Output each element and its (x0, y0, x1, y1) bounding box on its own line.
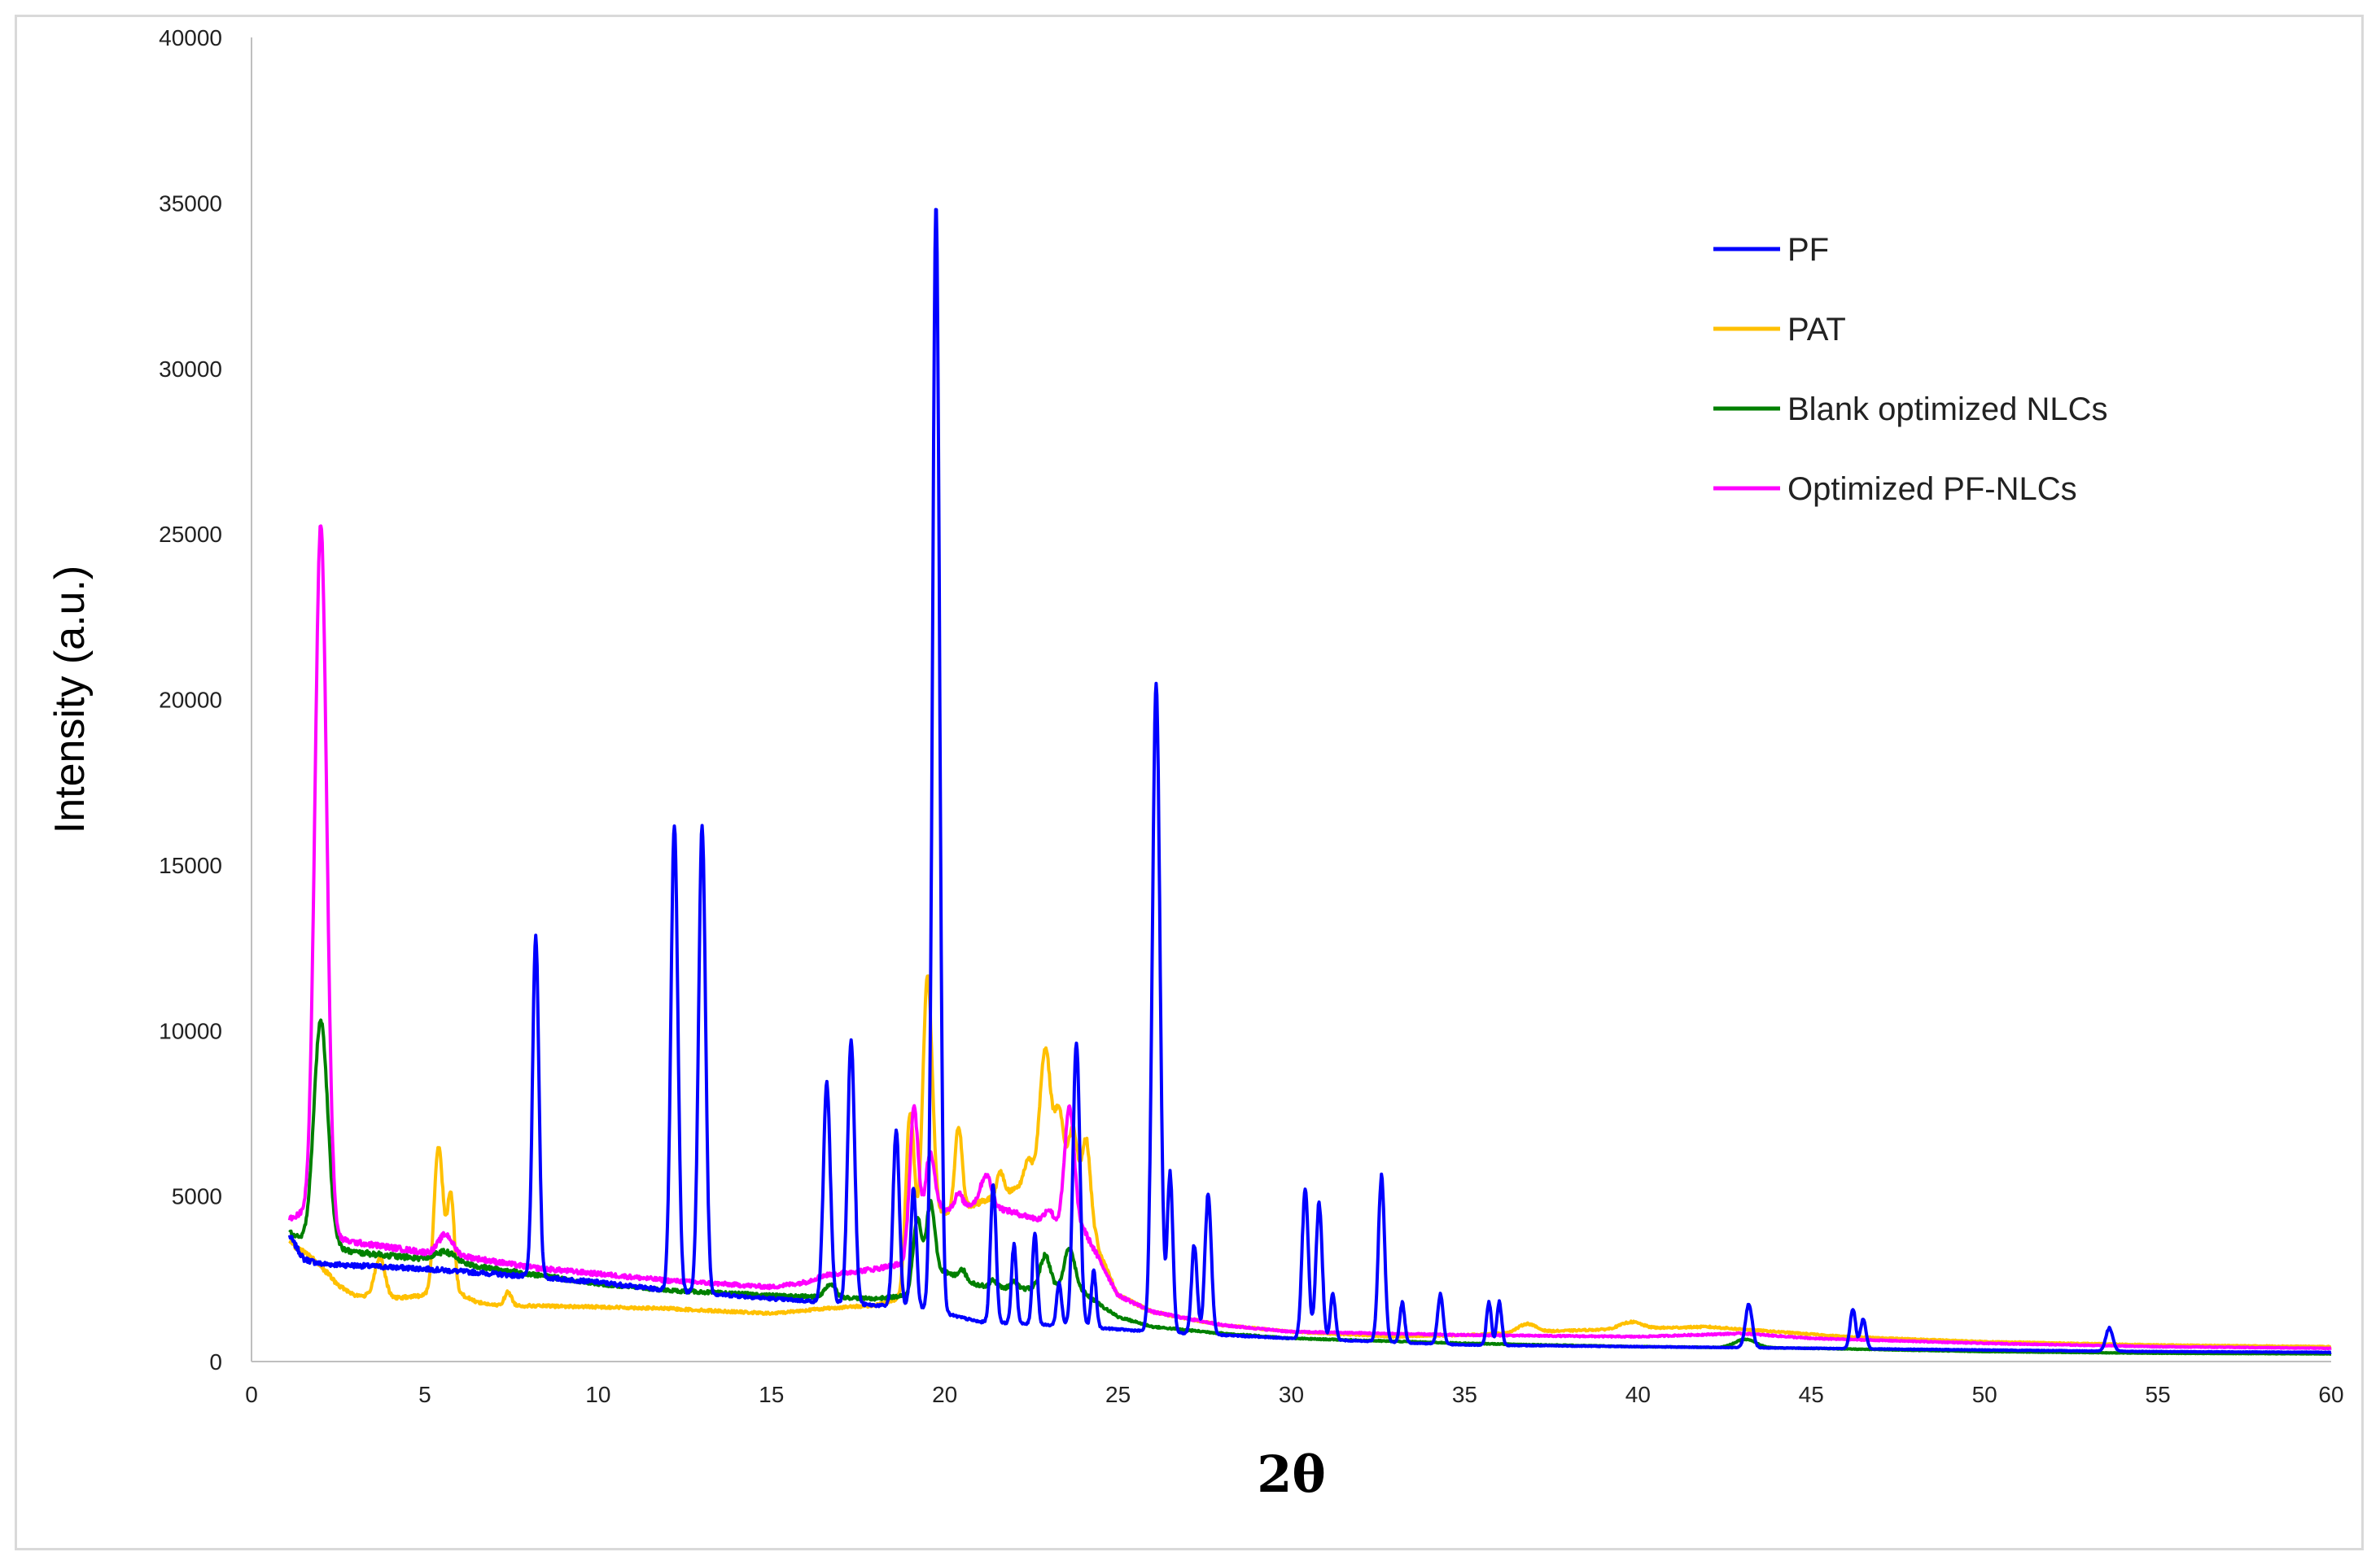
y-axis-title: Intensity (a.u.) (46, 566, 94, 833)
y-tick-label: 25000 (159, 522, 222, 547)
legend-label: PF (1787, 232, 1829, 268)
x-tick-label: 5 (418, 1382, 431, 1407)
y-tick-label: 5000 (172, 1184, 222, 1209)
series-line-optimized-pf-nlcs (287, 524, 2333, 1351)
y-tick-label: 15000 (159, 853, 222, 878)
x-axis-ticks: 0 5 10 15 20 25 30 35 40 45 50 55 60 (245, 1382, 2343, 1407)
x-tick-label: 20 (932, 1382, 957, 1407)
x-tick-label: 0 (245, 1382, 258, 1407)
series-line-pf (287, 208, 2333, 1354)
legend-label: Blank optimized NLCs (1787, 391, 2108, 427)
chart-frame: 0 5000 10000 15000 20000 25000 30000 35000 40000… (15, 15, 2364, 1550)
x-tick-label: 15 (759, 1382, 784, 1407)
y-tick-label: 40000 (159, 25, 222, 50)
chart-canvas: 0 5000 10000 15000 20000 25000 30000 35000 40000… (46, 25, 2344, 1504)
x-tick-label: 60 (2318, 1382, 2343, 1407)
series-lines (287, 208, 2333, 1356)
legend-label: PAT (1787, 312, 1846, 348)
plot-area: 0 5000 10000 15000 20000 25000 30000 35000 40000… (159, 25, 2343, 1407)
x-tick-label: 40 (1625, 1382, 1651, 1407)
x-tick-label: 50 (1972, 1382, 1997, 1407)
x-axis-title: 2θ (1257, 1445, 1326, 1504)
x-tick-label: 45 (1799, 1382, 1824, 1407)
legend-label: Optimized PF-NLCs (1787, 471, 2077, 507)
x-tick-label: 10 (585, 1382, 610, 1407)
y-tick-label: 0 (209, 1349, 222, 1375)
legend: PF PAT Blank optimized NLCs Optimized PF-NL… (1713, 232, 2108, 507)
x-tick-label: 35 (1452, 1382, 1477, 1407)
y-tick-label: 10000 (159, 1018, 222, 1043)
x-tick-label: 30 (1279, 1382, 1304, 1407)
y-axis-ticks: 0 5000 10000 15000 20000 25000 30000 35000 40000 (159, 25, 222, 1375)
y-tick-label: 35000 (159, 190, 222, 216)
x-tick-label: 25 (1105, 1382, 1131, 1407)
y-tick-label: 20000 (159, 688, 222, 713)
x-tick-label: 55 (2146, 1382, 2171, 1407)
y-tick-label: 30000 (159, 356, 222, 382)
